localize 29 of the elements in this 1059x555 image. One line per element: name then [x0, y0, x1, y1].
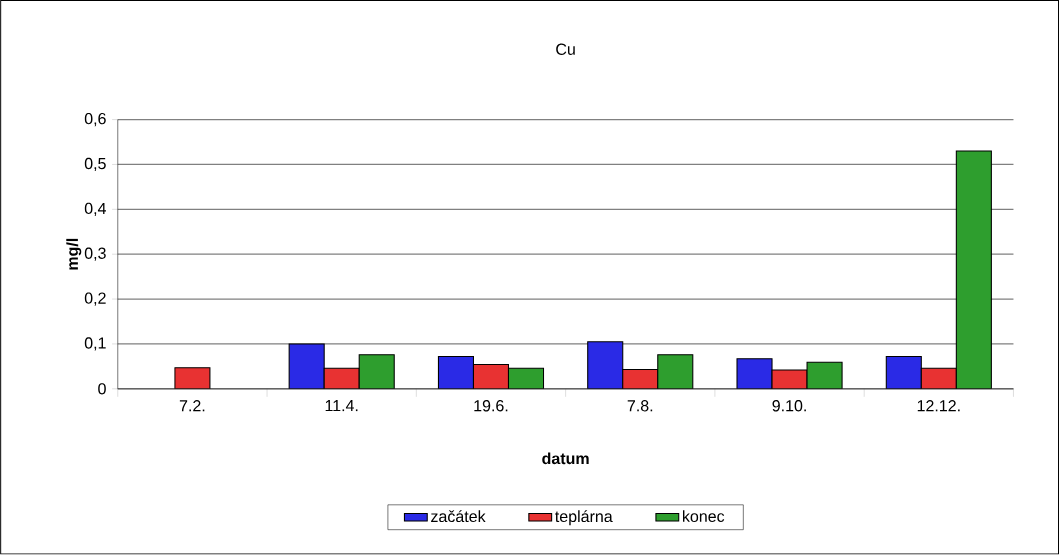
- bar: [885, 356, 922, 389]
- bar: [622, 369, 659, 389]
- y-tick-label: 0,3: [84, 247, 106, 262]
- x-tick-label: 19.6.: [474, 400, 508, 412]
- x-tick-label: 12.12.: [917, 400, 960, 412]
- bar: [657, 354, 694, 389]
- bar: [437, 356, 474, 389]
- x-tick-label: 7.2.: [179, 400, 205, 412]
- bar: [358, 354, 395, 389]
- bar: [472, 364, 510, 389]
- bar: [736, 358, 773, 389]
- y-axis-title: mg/l: [66, 239, 82, 270]
- legend-label: začátek: [431, 510, 486, 523]
- x-tick-label: 11.4.: [325, 400, 358, 412]
- chart-title: Cu: [556, 43, 575, 56]
- legend-label: teplárna: [555, 510, 613, 526]
- x-axis-title: datum: [542, 452, 589, 465]
- y-tick-label: 0,5: [84, 158, 106, 172]
- y-tick-label: 0,6: [84, 113, 106, 127]
- y-tick-label: 0,1: [84, 337, 106, 351]
- x-tick-label: 7.8.: [627, 400, 653, 412]
- legend-label: konec: [683, 510, 725, 523]
- bar: [955, 150, 992, 389]
- y-tick-label: 0: [98, 383, 106, 395]
- x-tick-label: 9.10.: [772, 400, 806, 412]
- y-tick-label: 0,4: [84, 202, 106, 217]
- bar: [587, 341, 624, 389]
- bar: [288, 343, 325, 389]
- y-tick-label: 0,2: [84, 292, 106, 306]
